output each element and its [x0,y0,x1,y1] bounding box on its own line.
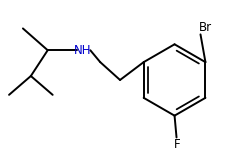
Text: Br: Br [198,21,212,34]
Text: F: F [174,138,181,151]
Text: NH: NH [74,44,91,57]
